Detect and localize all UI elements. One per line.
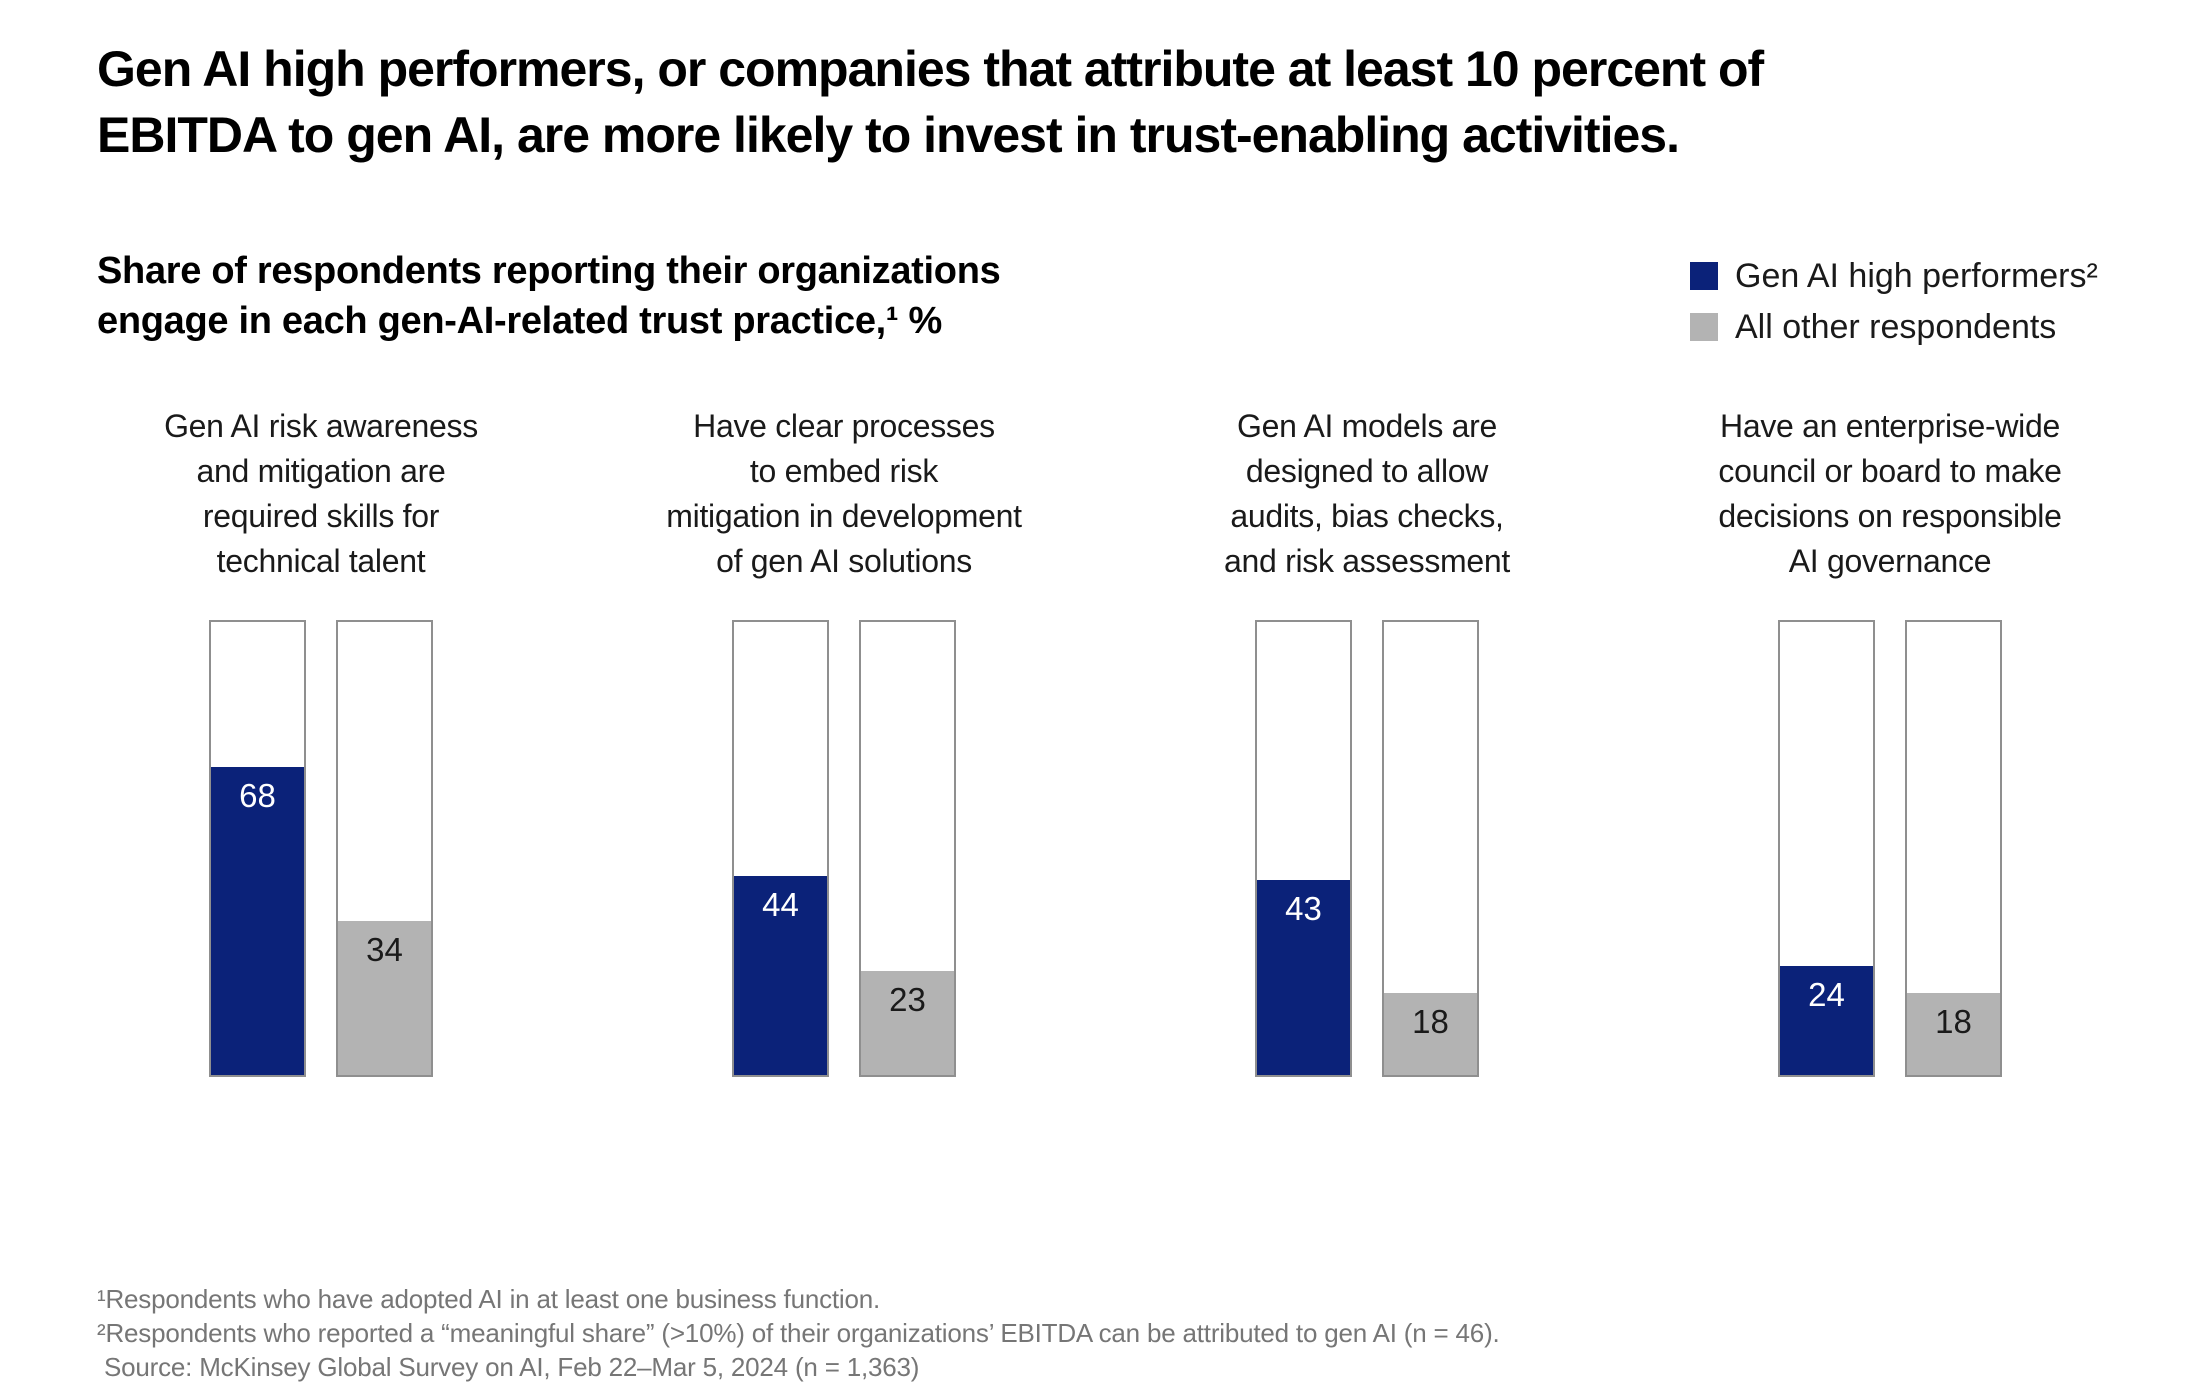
legend-swatch-high-performers xyxy=(1690,262,1718,290)
bar-fill-2-high-performers: 44 xyxy=(734,875,827,1075)
bar-pair-3: 43 18 xyxy=(1255,620,1479,1077)
bar-outline-4-all-other: 18 xyxy=(1905,620,2002,1077)
chart-subtitle-line2: engage in each gen-AI-related trust prac… xyxy=(97,300,943,342)
bar-outline-1-high-performers: 68 xyxy=(209,620,306,1077)
bar-value-2-high-performers: 44 xyxy=(762,885,799,923)
bar-fill-4-all-other: 18 xyxy=(1907,993,2000,1075)
legend-label-all-other: All other respondents xyxy=(1735,308,2057,346)
legend-item-all-other: All other respondents xyxy=(1690,310,2098,344)
exhibit-title-line1: Gen AI high performers, or companies tha… xyxy=(97,41,1764,97)
bar-value-3-high-performers: 43 xyxy=(1285,890,1322,928)
bar-fill-1-high-performers: 68 xyxy=(211,766,304,1075)
legend-label-high-performers: Gen AI high performers² xyxy=(1735,257,2098,295)
bar-outline-2-all-other: 23 xyxy=(859,620,956,1077)
legend-swatch-all-other xyxy=(1690,313,1718,341)
category-label-4: Have an enterprise-wide council or board… xyxy=(1718,408,2062,579)
bar-fill-3-all-other: 18 xyxy=(1384,993,1477,1075)
bar-outline-1-all-other: 34 xyxy=(336,620,433,1077)
footnote-1: ¹Respondents who have adopted AI in at l… xyxy=(97,1284,881,1314)
bar-pair-1: 68 34 xyxy=(209,620,433,1077)
category-label-3: Gen AI models are designed to allow audi… xyxy=(1224,408,1510,579)
bar-value-1-all-other: 34 xyxy=(366,930,403,968)
bar-pair-2: 44 23 xyxy=(732,620,956,1077)
bar-outline-3-high-performers: 43 xyxy=(1255,620,1352,1077)
bar-outline-3-all-other: 18 xyxy=(1382,620,1479,1077)
bar-fill-1-all-other: 34 xyxy=(338,920,431,1075)
footnotes: ¹Respondents who have adopted AI in at l… xyxy=(97,1282,1797,1384)
exhibit-title: Gen AI high performers, or companies tha… xyxy=(97,36,2137,168)
bar-fill-4-high-performers: 24 xyxy=(1780,966,1873,1075)
chart-subtitle: Share of respondents reporting their org… xyxy=(97,246,1157,346)
bar-outline-2-high-performers: 44 xyxy=(732,620,829,1077)
legend: Gen AI high performers² All other respon… xyxy=(1690,259,2098,361)
bar-value-1-high-performers: 68 xyxy=(239,776,276,814)
bar-value-2-all-other: 23 xyxy=(889,980,926,1018)
bar-fill-3-high-performers: 43 xyxy=(1257,880,1350,1075)
bar-value-3-all-other: 18 xyxy=(1412,1003,1449,1041)
footnote-2: ²Respondents who reported a “meaningful … xyxy=(97,1318,1500,1348)
bar-value-4-all-other: 18 xyxy=(1935,1003,1972,1041)
bar-value-4-high-performers: 24 xyxy=(1808,976,1845,1014)
legend-item-high-performers: Gen AI high performers² xyxy=(1690,259,2098,293)
category-label-2: Have clear processes to embed risk mitig… xyxy=(666,408,1022,579)
chart-subtitle-line1: Share of respondents reporting their org… xyxy=(97,250,1001,292)
bar-pair-4: 24 18 xyxy=(1778,620,2002,1077)
source-line: Source: McKinsey Global Survey on AI, Fe… xyxy=(104,1352,920,1382)
category-label-1: Gen AI risk awareness and mitigation are… xyxy=(164,408,478,579)
bar-outline-4-high-performers: 24 xyxy=(1778,620,1875,1077)
bar-fill-2-all-other: 23 xyxy=(861,970,954,1075)
exhibit-title-line2: EBITDA to gen AI, are more likely to inv… xyxy=(97,107,1680,163)
